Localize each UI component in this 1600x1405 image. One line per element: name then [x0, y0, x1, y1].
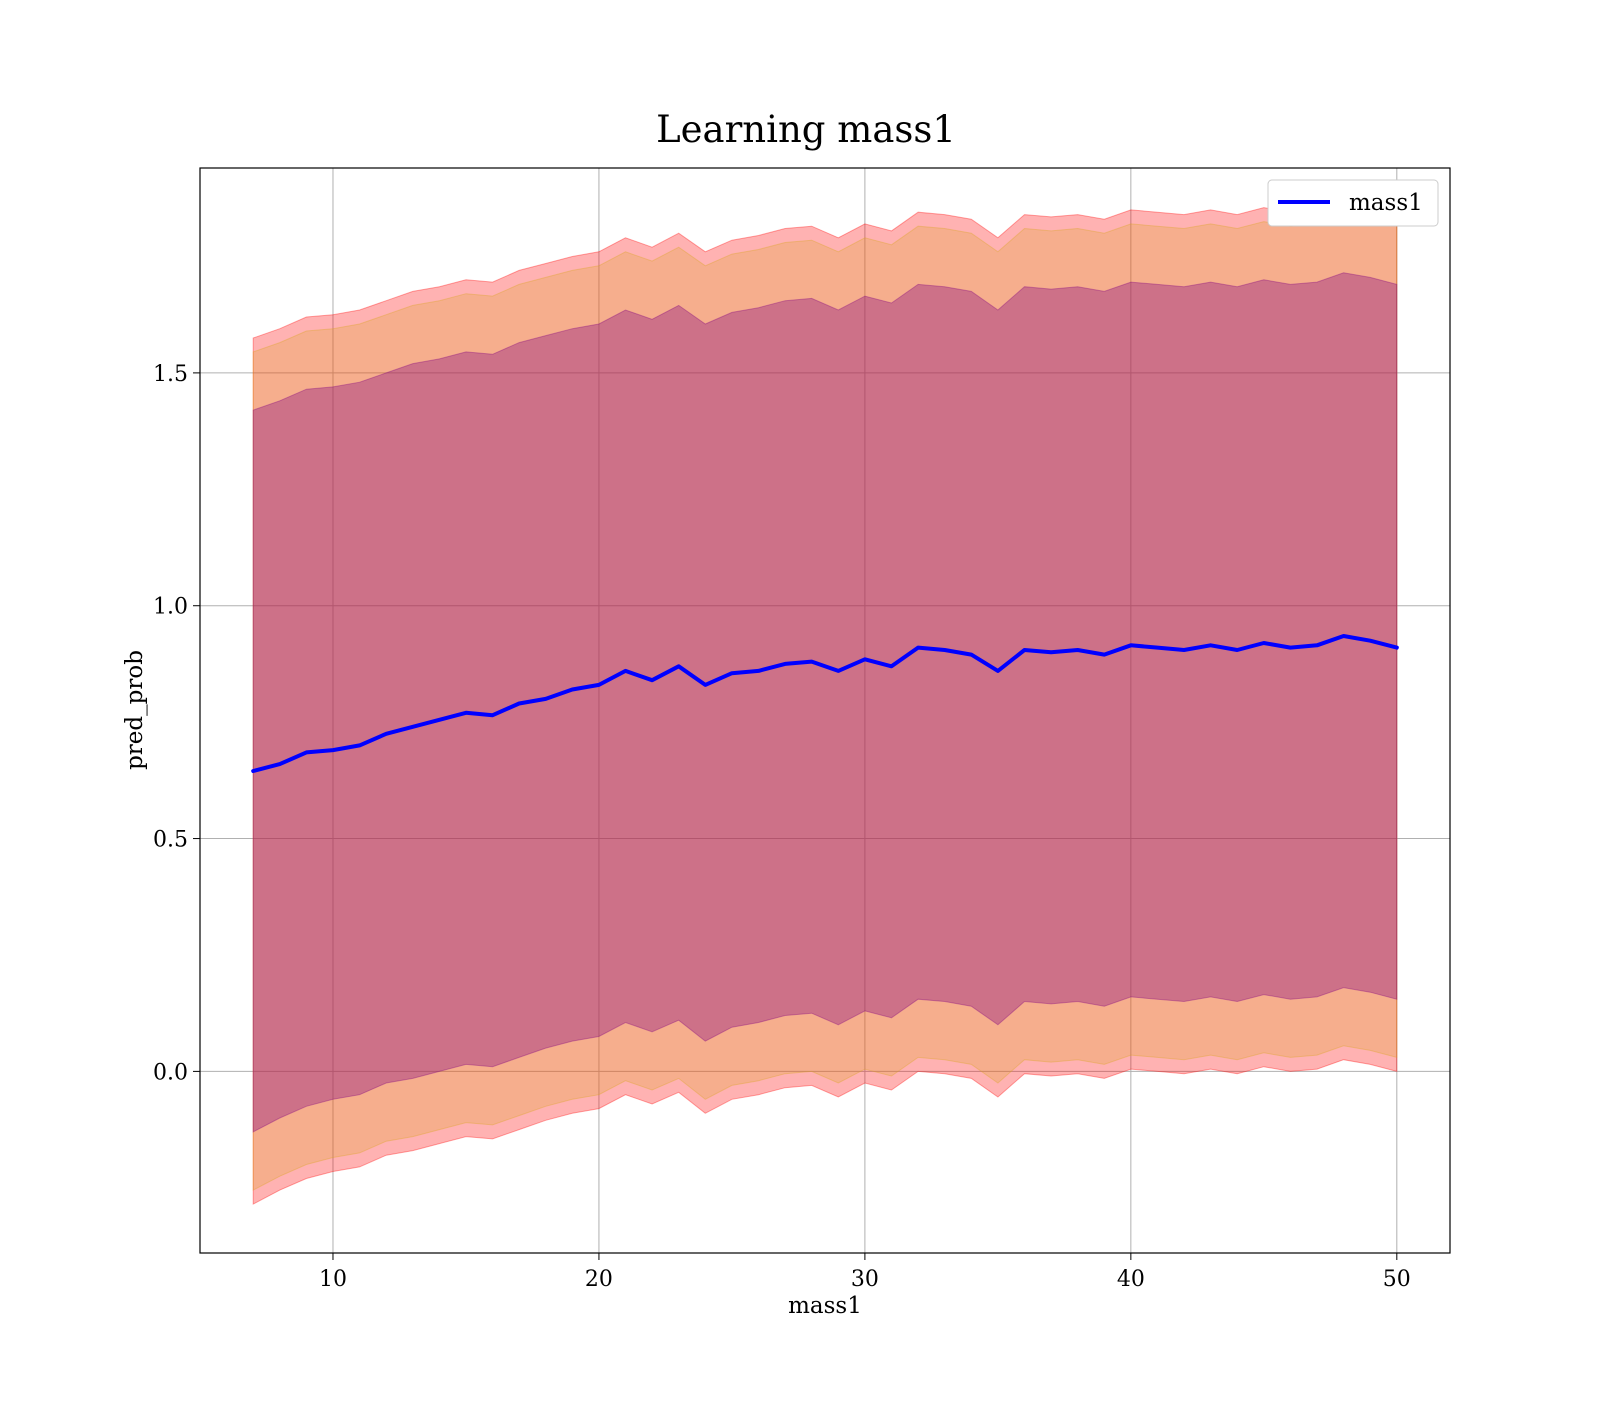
legend-box — [1267, 179, 1439, 227]
y-tick-label: 0.0 — [153, 1060, 188, 1085]
series-lines — [251, 634, 1399, 773]
confidence-band-2 — [252, 272, 1398, 1133]
plot-frame — [199, 167, 1451, 1254]
legend-label: mass1 — [1349, 190, 1423, 216]
y-axis-label: pred_prob — [122, 650, 148, 770]
y-tick-label: 0.5 — [153, 828, 188, 853]
confidence-band-1 — [252, 214, 1398, 1191]
legend: mass1 — [1267, 179, 1439, 227]
x-axis-label: mass1 — [788, 1293, 862, 1319]
x-tick-label: 40 — [1117, 1267, 1145, 1292]
confidence-band-0 — [252, 200, 1398, 1205]
x-tick-label: 10 — [319, 1267, 347, 1292]
series-line-0 — [251, 634, 1399, 773]
chart-title: Learning mass1 — [656, 108, 956, 151]
grid — [200, 168, 1450, 1253]
y-tick-label: 1.0 — [153, 595, 188, 620]
x-tick-label: 30 — [851, 1267, 879, 1292]
confidence-bands — [252, 200, 1398, 1205]
y-tick-label: 1.5 — [153, 362, 188, 387]
x-tick-label: 20 — [585, 1267, 613, 1292]
x-tick-label: 50 — [1383, 1267, 1411, 1292]
axis-ticks: 10 20 30 40 50 0.0 0.5 1.0 1.5 — [153, 362, 1411, 1292]
